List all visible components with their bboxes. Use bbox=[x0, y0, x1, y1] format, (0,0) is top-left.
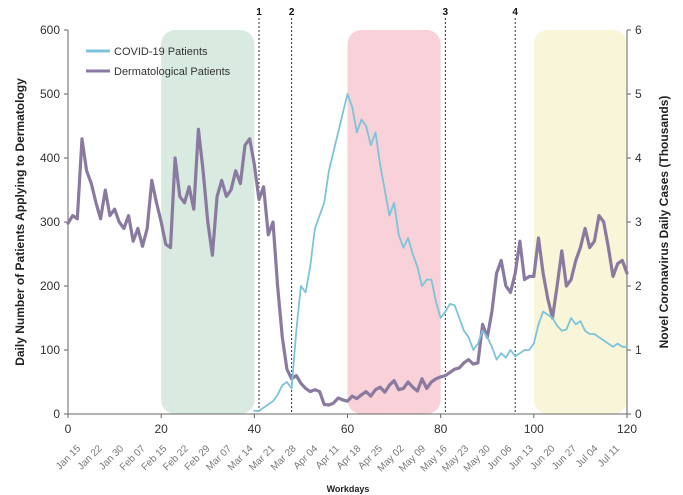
y-right-tick-label: 6 bbox=[635, 23, 642, 37]
x-tick-label: 100 bbox=[524, 422, 544, 436]
x-tick-label: 80 bbox=[434, 422, 448, 436]
y-right-tick-label: 1 bbox=[635, 343, 642, 357]
legend: COVID-19 Patients Dermatological Patient… bbox=[86, 46, 231, 78]
y-left-tick-label: 500 bbox=[40, 87, 60, 101]
y-axis-left-title: Daily Number of Patients Applying to Der… bbox=[13, 78, 27, 366]
event-label-3: 3 bbox=[443, 7, 449, 18]
y-left-tick-label: 600 bbox=[40, 23, 60, 37]
x-axis-title: Workdays bbox=[327, 484, 370, 494]
x-tick-label: 120 bbox=[617, 422, 637, 436]
series-lines bbox=[66, 93, 629, 412]
y-left-tick-label: 0 bbox=[53, 407, 60, 421]
x-tick-label: 40 bbox=[248, 422, 262, 436]
date-tick-label: Jul 11 bbox=[596, 443, 622, 469]
y-right-tick-label: 4 bbox=[635, 151, 642, 165]
series-line-dermatological bbox=[66, 127, 629, 407]
shaded-region-3 bbox=[533, 30, 627, 414]
shaded-region-2 bbox=[347, 30, 441, 414]
event-label-2: 2 bbox=[289, 7, 295, 18]
date-tick-label: Jul 04 bbox=[574, 443, 601, 470]
y-axis-right-title: Novel Coronavirus Daily Cases (Thousands… bbox=[657, 96, 671, 349]
series-line-covid bbox=[253, 93, 628, 412]
y-right-tick-label: 3 bbox=[635, 215, 642, 229]
y-right-tick-label: 0 bbox=[635, 407, 642, 421]
shaded-regions bbox=[161, 30, 627, 414]
y-right-tick-label: 2 bbox=[635, 279, 642, 293]
y-right-tick-label: 5 bbox=[635, 87, 642, 101]
x-tick-label: 20 bbox=[154, 422, 168, 436]
y-left-tick-label: 100 bbox=[40, 343, 60, 357]
y-left-tick-label: 200 bbox=[40, 279, 60, 293]
x-tick-label: 60 bbox=[341, 422, 355, 436]
y-left-tick-label: 300 bbox=[40, 215, 60, 229]
y-left-tick-label: 400 bbox=[40, 151, 60, 165]
event-label-1: 1 bbox=[256, 7, 262, 18]
legend-label-covid: COVID-19 Patients bbox=[114, 46, 208, 58]
legend-label-derm: Dermatological Patients bbox=[114, 66, 231, 78]
event-lines: 1 2 3 4 bbox=[256, 7, 518, 414]
x-tick-label: 0 bbox=[65, 422, 72, 436]
date-tick-label: Apr 04 bbox=[292, 443, 321, 472]
date-tick-label: Jun 27 bbox=[550, 443, 579, 472]
event-label-4: 4 bbox=[512, 7, 518, 18]
